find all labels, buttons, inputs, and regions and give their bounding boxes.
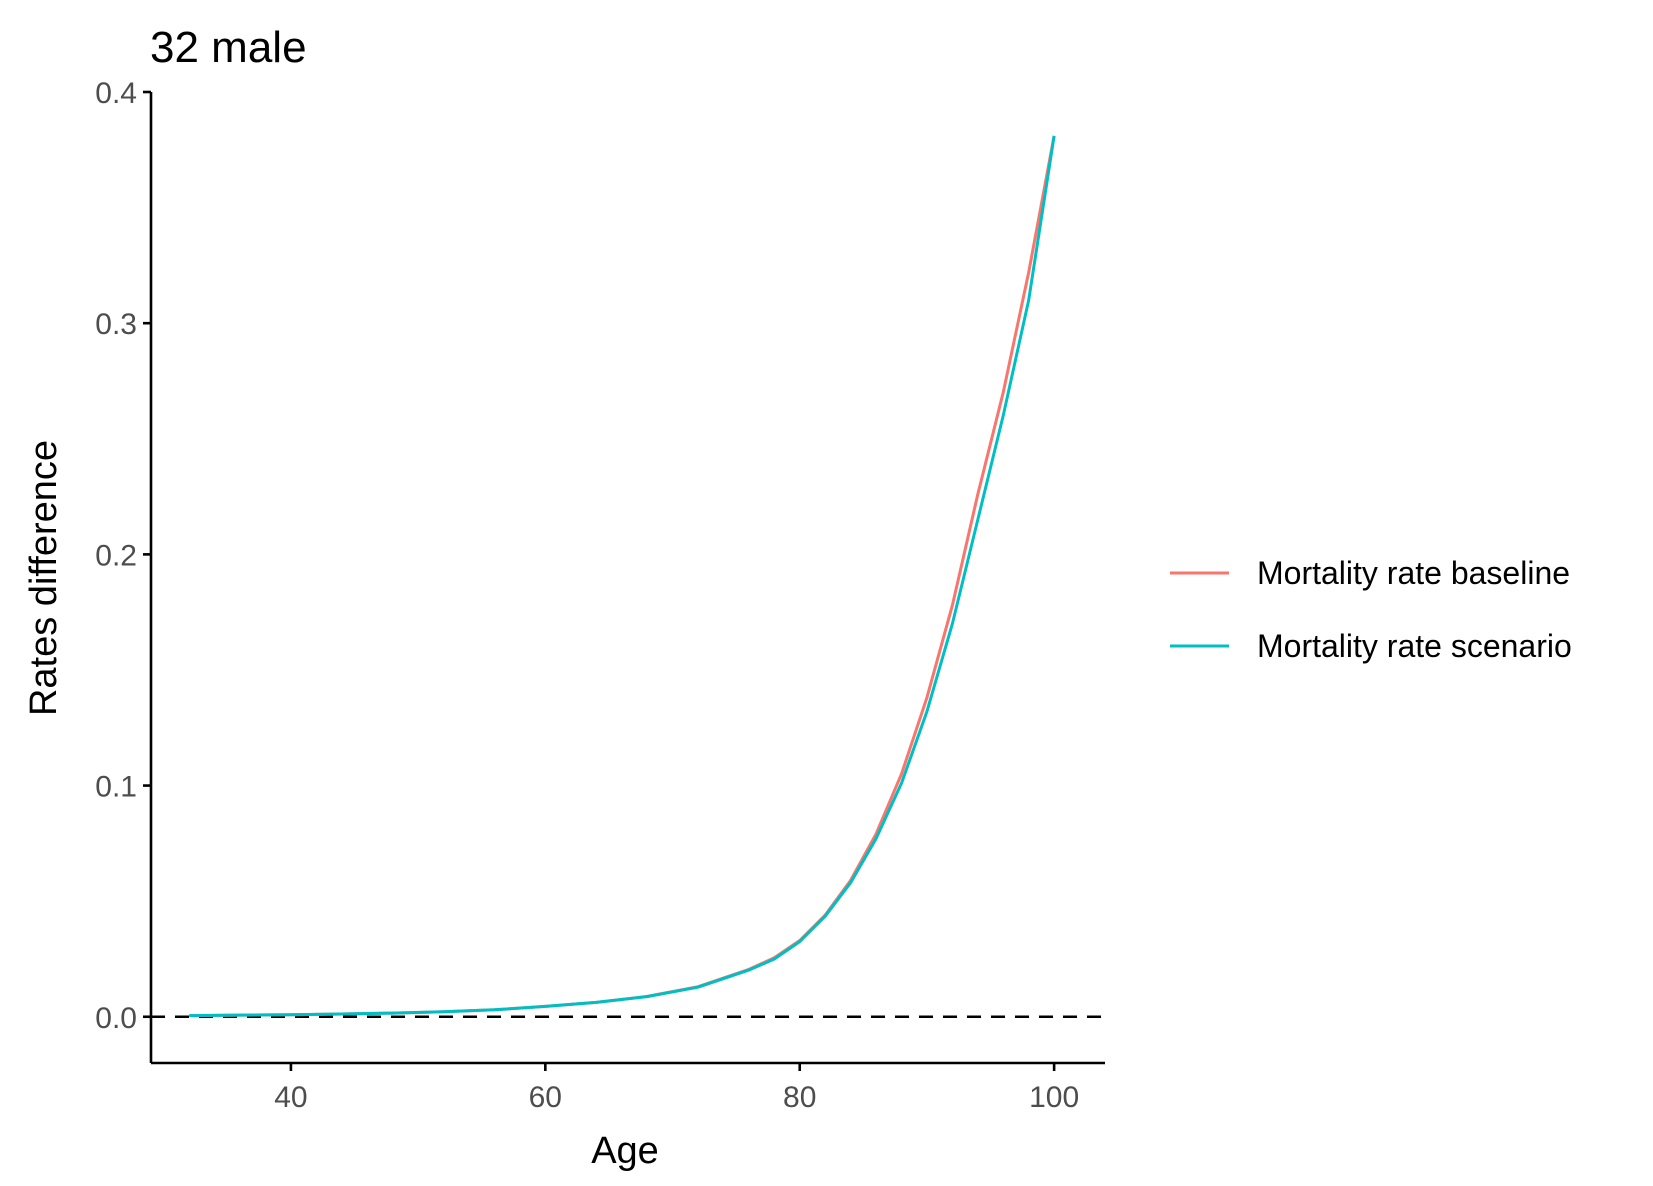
y-tick-label: 0.0 [95, 1002, 137, 1035]
y-tick-label: 0.1 [95, 771, 137, 804]
x-axis-title: Age [591, 1130, 659, 1172]
y-tick-label: 0.3 [95, 308, 137, 341]
series-line-baseline [189, 135, 1056, 1018]
legend-label-scenario: Mortality rate scenario [1257, 628, 1572, 664]
series-line-scenario [189, 135, 1056, 1018]
y-tick-label: 0.2 [95, 539, 137, 572]
legend: Mortality rate baseline Mortality rate sc… [1170, 555, 1572, 664]
series-layer [189, 135, 1056, 1018]
legend-label-baseline: Mortality rate baseline [1257, 555, 1570, 591]
y-axis: 0.0 0.1 0.2 0.3 0.4 [95, 77, 153, 1063]
x-tick-label: 100 [1029, 1081, 1079, 1114]
x-axis: 40 60 80 100 [151, 1061, 1105, 1114]
y-axis-title: Rates difference [23, 440, 65, 716]
x-tick-label: 60 [529, 1081, 562, 1114]
x-tick-label: 40 [274, 1081, 307, 1114]
y-tick-label: 0.4 [95, 77, 137, 110]
chart-title: 32 male [150, 23, 307, 72]
x-tick-label: 80 [783, 1081, 816, 1114]
